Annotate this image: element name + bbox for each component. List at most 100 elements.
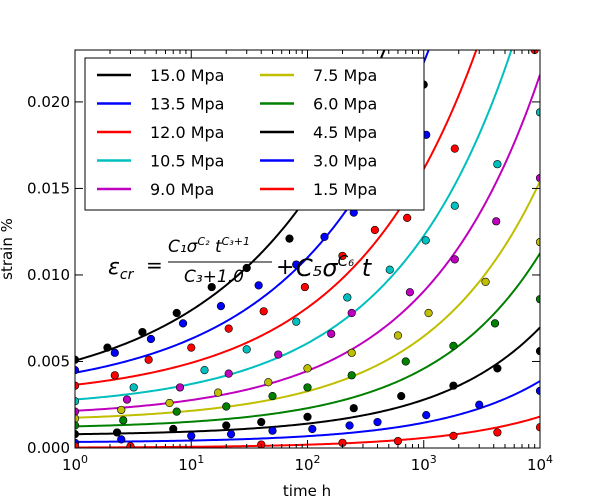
legend-label: 15.0 Mpa [150, 66, 224, 85]
series-line-2 [75, 50, 478, 386]
data-point [165, 398, 174, 408]
data-point [172, 308, 181, 318]
data-point [242, 263, 251, 273]
data-point [75, 366, 80, 375]
legend-entries: 15.0 Mpa 13.5 Mpa 12.0 Mpa 10.5 Mpa 9.0 Mpa 7… [97, 66, 377, 199]
data-point [75, 430, 80, 439]
data-point [216, 302, 226, 311]
data-point [490, 319, 500, 328]
tick-layer: 100 101 102 103 104 0.000 0.005 0.010 0.015 0.020 [27, 50, 553, 474]
data-point [535, 237, 540, 247]
data-point [320, 232, 329, 241]
x-tick-label: 103 [411, 453, 437, 474]
legend-label: 6.0 Mpa [313, 95, 377, 114]
legend-box [84, 57, 425, 211]
data-point [117, 405, 126, 415]
data-point [274, 350, 283, 359]
data-point [292, 317, 301, 326]
data-point [75, 442, 80, 448]
formula-lhs: εcr [108, 255, 135, 283]
data-point [493, 364, 502, 373]
data-point [343, 293, 352, 302]
data-point [110, 348, 119, 357]
data-point [207, 282, 216, 292]
data-point [535, 173, 540, 183]
series-line-6 [75, 252, 540, 428]
data-point [450, 144, 459, 153]
x-tick-label: 102 [294, 453, 320, 474]
data-point [285, 234, 294, 243]
data-point [449, 381, 458, 390]
data-point [119, 416, 128, 425]
data-point [222, 421, 231, 430]
data-point [303, 364, 312, 373]
data-point [535, 108, 540, 117]
legend-label: 4.5 Mpa [313, 123, 377, 142]
x-tick-label: 101 [178, 453, 204, 474]
y-axis-label: strain % [0, 218, 16, 280]
data-point [175, 383, 185, 392]
y-tick-label: 0.005 [27, 352, 70, 370]
series-line-8 [75, 380, 540, 443]
data-point [242, 345, 251, 354]
formula-equals: = [146, 253, 163, 277]
data-point [146, 334, 156, 344]
y-tick-label: 0.000 [27, 439, 70, 457]
data-point [308, 424, 317, 434]
data-point [492, 217, 501, 226]
data-point [144, 355, 153, 364]
data-point [535, 295, 540, 304]
data-point [303, 412, 312, 421]
data-point [393, 436, 403, 446]
legend-label: 7.5 Mpa [313, 66, 377, 85]
data-point [345, 421, 354, 430]
data-point [103, 343, 112, 352]
legend-label: 9.0 Mpa [150, 180, 214, 199]
data-point [75, 381, 80, 390]
data-point [224, 324, 233, 333]
data-point [347, 348, 356, 357]
data-point [254, 281, 263, 290]
data-point [481, 277, 490, 286]
data-point [373, 417, 382, 427]
formula-numerator: C₁σC₂ tC₃+1 [168, 235, 250, 257]
data-point [268, 391, 277, 401]
data-point [200, 366, 209, 375]
data-point [535, 423, 540, 432]
data-point [300, 282, 310, 292]
data-point [401, 357, 410, 366]
x-tick-label: 100 [62, 453, 88, 474]
data-point [493, 160, 502, 169]
data-point [268, 426, 277, 435]
series-line-3 [75, 50, 513, 401]
legend-label: 1.5 Mpa [313, 180, 377, 199]
series-line-1 [75, 50, 430, 374]
data-point [475, 400, 484, 409]
data-point [422, 411, 431, 420]
data-point [385, 265, 394, 274]
data-point [75, 397, 80, 406]
data-point [421, 236, 430, 245]
data-point [449, 431, 458, 440]
x-axis-label: time h [283, 482, 331, 500]
y-tick-label: 0.015 [27, 179, 70, 197]
data-point [75, 414, 80, 423]
data-point [117, 435, 126, 444]
data-point [493, 428, 502, 437]
data-point [178, 319, 188, 328]
formula-denominator: C₃+1.0 [184, 267, 244, 287]
data-point [138, 327, 147, 337]
data-point [338, 251, 347, 261]
formula-plus: + [276, 255, 294, 280]
data-point [449, 341, 458, 351]
data-point [75, 407, 80, 416]
data-point [257, 417, 266, 427]
data-point [187, 343, 196, 352]
data-point [403, 213, 412, 222]
formula-annotation: εcr = C₁σC₂ tC₃+1 C₃+1.0 + C₅σC₆ t [108, 235, 373, 287]
data-point [259, 307, 268, 316]
legend-label: 10.5 Mpa [150, 152, 224, 171]
data-point [303, 383, 312, 392]
legend-label: 12.0 Mpa [150, 123, 224, 142]
